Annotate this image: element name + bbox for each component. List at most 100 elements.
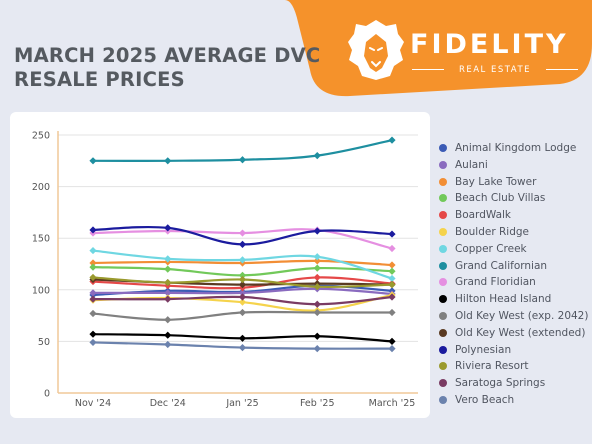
x-tick-label: Jan '25: [225, 398, 258, 409]
legend-label: Grand Floridian: [455, 276, 536, 289]
legend-label: Bay Lake Tower: [455, 175, 537, 188]
series-point: [388, 345, 396, 353]
legend-label: Hilton Head Island: [455, 293, 552, 306]
y-tick-label: 250: [32, 131, 50, 142]
lion-head-icon: [348, 20, 404, 80]
legend-label: Boulder Ridge: [455, 225, 529, 238]
legend-item: Animal Kingdom Lodge: [436, 141, 592, 158]
legend-swatch: [439, 177, 447, 186]
legend-label: Old Key West (exp. 2042): [455, 309, 589, 322]
legend-swatch: [439, 395, 447, 404]
legend-swatch: [439, 144, 447, 152]
series-point: [388, 136, 396, 144]
tagline-rule-left: [412, 69, 444, 70]
series-point: [388, 293, 396, 301]
legend-swatch: [439, 194, 447, 203]
series-point: [238, 289, 247, 297]
legend-label: Old Key West (extended): [455, 326, 586, 339]
series-point: [388, 244, 396, 253]
legend-item: Boulder Ridge: [436, 225, 592, 242]
series-point: [238, 240, 247, 248]
series-point: [89, 330, 97, 338]
legend-item: Old Key West (extended): [436, 326, 592, 343]
y-tick-label: 0: [44, 389, 50, 400]
brand-subtitle: REAL ESTATE: [458, 65, 532, 75]
legend-item: BoardWalk: [436, 208, 592, 225]
legend-swatch: [439, 227, 447, 236]
series-point: [89, 289, 97, 297]
series-point: [388, 230, 396, 238]
series-point: [388, 267, 396, 275]
legend-label: Saratoga Springs: [455, 377, 546, 390]
series-point: [238, 293, 247, 301]
legend-label: Aulani: [455, 158, 488, 171]
series-point: [164, 265, 172, 273]
y-tick-label: 50: [38, 337, 50, 348]
series-point: [89, 226, 97, 234]
series-point: [89, 295, 97, 303]
series-point: [164, 340, 172, 349]
x-tick-label: Dec '24: [150, 398, 186, 409]
tagline-rule-right: [546, 69, 578, 70]
legend-swatch: [439, 211, 447, 220]
chart-legend: Animal Kingdom Lodge Aulani Bay Lake Tower…: [436, 141, 592, 410]
legend-item: Hilton Head Island: [436, 292, 592, 309]
legend-label: Animal Kingdom Lodge: [455, 142, 577, 154]
series-point: [238, 334, 247, 342]
series-point: [238, 229, 247, 237]
series-point: [388, 261, 396, 269]
series-point: [313, 257, 321, 265]
series-point: [164, 316, 172, 324]
legend-swatch: [439, 295, 447, 304]
legend-swatch: [439, 328, 447, 337]
legend-item: Grand Californian: [436, 259, 592, 276]
legend-item: Beach Club Villas: [436, 191, 592, 208]
series-point: [238, 308, 247, 317]
legend-item: Bay Lake Tower: [436, 175, 592, 192]
series-point: [89, 263, 97, 271]
legend-item: Riviera Resort: [436, 359, 592, 376]
series-point: [164, 289, 172, 297]
series-point: [238, 271, 247, 279]
line-chart: 0 50 100 150 200 250 Nov '24 Dec '24 Jan '25 Feb …: [32, 131, 418, 409]
series-point: [388, 274, 396, 283]
y-tick-label: 150: [32, 234, 50, 245]
series-point: [238, 156, 247, 164]
brand-name: FIDELITY: [410, 29, 569, 60]
series-point: [89, 157, 97, 165]
series-point: [164, 295, 172, 303]
legend-label: Vero Beach: [455, 393, 515, 406]
legend-label: BoardWalk: [455, 209, 512, 222]
x-tick-label: Nov '24: [75, 398, 111, 409]
legend-swatch: [439, 362, 447, 371]
series-point: [89, 309, 97, 318]
series-point: [313, 253, 321, 261]
series-point: [164, 331, 172, 339]
title-line-1: MARCH 2025 AVERAGE DVC: [14, 44, 321, 67]
legend-label: Polynesian: [455, 343, 512, 356]
series-point: [313, 332, 321, 340]
series-point: [238, 281, 247, 289]
series-point: [238, 275, 247, 284]
legend-item: Polynesian: [436, 343, 592, 360]
legend-label: Beach Club Villas: [455, 192, 546, 205]
legend-swatch: [439, 261, 447, 270]
title-line-2: RESALE PRICES: [14, 68, 185, 91]
series-point: [164, 278, 172, 287]
legend-item: Grand Floridian: [436, 275, 592, 292]
x-tick-label: March '25: [369, 398, 416, 409]
legend-label: Grand Californian: [455, 259, 548, 272]
legend-swatch: [439, 345, 447, 354]
legend-item: Copper Creek: [436, 242, 592, 259]
series-point: [388, 308, 396, 317]
legend-item: Saratoga Springs: [436, 376, 592, 393]
page-title: MARCH 2025 AVERAGE DVC RESALE PRICES: [14, 44, 320, 92]
legend-swatch: [439, 160, 447, 169]
series-point: [313, 345, 321, 353]
legend-swatch: [439, 311, 447, 320]
legend-label: Copper Creek: [455, 242, 527, 255]
series-point: [164, 157, 172, 165]
series-point: [89, 338, 97, 347]
series-point: [313, 264, 321, 272]
series-point: [313, 300, 321, 308]
